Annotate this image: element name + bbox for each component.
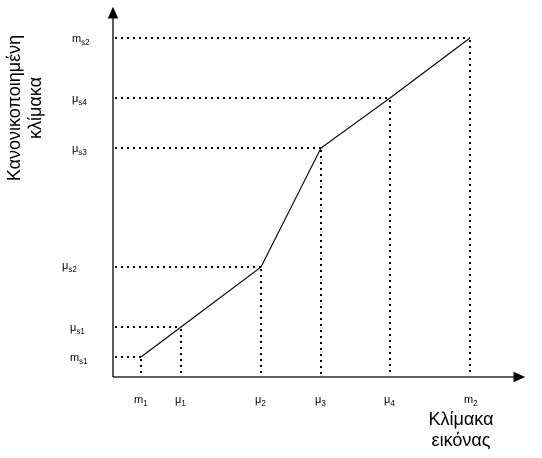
x-tick-m1: m1 (134, 394, 148, 408)
x-axis-title-line1: Κλίμακα (429, 409, 494, 429)
y-tick-ms2: ms2 (72, 33, 90, 47)
x-tick-mu1: μ1 (175, 394, 186, 408)
y-tick-mus1: μs1 (70, 322, 85, 336)
x-tick-mu2: μ2 (255, 394, 266, 408)
y-tick-mus2: μs2 (62, 260, 77, 274)
y-tick-mus3: μs3 (72, 143, 87, 157)
y-axis-title-line2: κλίμακα (25, 77, 45, 139)
y-tick-mus4: μs4 (72, 93, 87, 107)
y-tick-ms1: ms1 (70, 352, 88, 366)
y-axis-title-line1: Κανονικοποιημένη (4, 35, 24, 181)
x-axis-title-line2: εικόνας (432, 430, 491, 450)
mapping-curve (140, 37, 471, 358)
x-tick-mu4: μ4 (384, 394, 395, 408)
x-tick-mu3: μ3 (315, 394, 326, 408)
x-tick-m2: m2 (464, 394, 478, 408)
